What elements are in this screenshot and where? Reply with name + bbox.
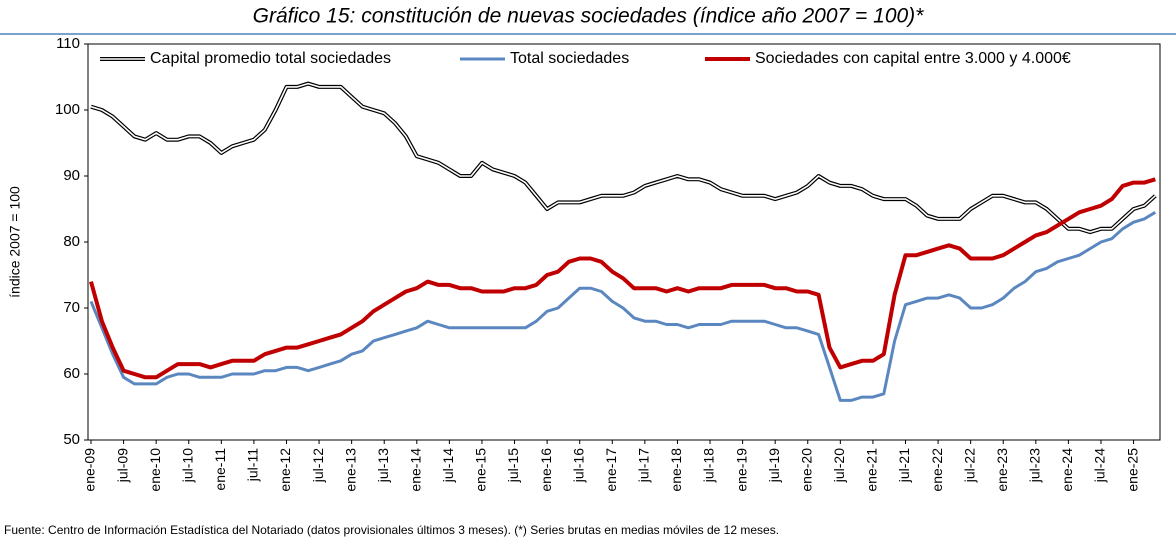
x-tick-label: jul-19 xyxy=(766,448,782,483)
x-tick-label: ene-11 xyxy=(212,448,228,491)
x-tick-label: jul-20 xyxy=(831,448,847,483)
plot-frame xyxy=(87,43,1161,441)
x-tick-label: jul-09 xyxy=(114,448,130,483)
x-tick-label: jul-21 xyxy=(896,448,912,483)
x-tick-label: ene-18 xyxy=(668,448,684,492)
x-tick-label: jul-11 xyxy=(245,448,261,482)
x-tick-label: ene-16 xyxy=(538,448,554,492)
x-tick-label: jul-17 xyxy=(636,448,652,483)
series-line xyxy=(90,81,1157,235)
series-line xyxy=(89,177,1156,380)
source-note: Fuente: Centro de Información Estadístic… xyxy=(4,523,779,537)
y-tick-label: 80 xyxy=(63,233,80,250)
x-tick-label: ene-20 xyxy=(798,448,814,492)
chart-title: Gráfico 15: constitución de nuevas socie… xyxy=(253,5,925,28)
x-tick-label: jul-14 xyxy=(440,448,456,483)
y-tick-label: 100 xyxy=(55,101,80,118)
x-tick-label: ene-10 xyxy=(147,448,163,492)
x-tick-label: jul-18 xyxy=(701,448,717,483)
x-tick-label: ene-24 xyxy=(1059,448,1075,492)
x-tick-label: ene-23 xyxy=(994,448,1010,492)
x-tick-label: jul-23 xyxy=(1027,448,1043,483)
x-tick-label: ene-19 xyxy=(733,448,749,492)
series-line-inner xyxy=(90,82,1156,233)
y-tick-label: 90 xyxy=(63,167,80,184)
y-tick-label: 50 xyxy=(63,431,80,448)
x-tick-label: jul-12 xyxy=(310,448,326,483)
x-tick-label: jul-24 xyxy=(1092,448,1108,483)
y-tick-label: 60 xyxy=(63,365,80,382)
y-tick-label: 110 xyxy=(56,35,80,52)
series-line xyxy=(89,211,1157,402)
x-tick-label: ene-17 xyxy=(603,448,619,492)
x-tick-label: ene-15 xyxy=(473,448,489,492)
x-tick-label: ene-14 xyxy=(408,448,424,492)
x-tick-label: jul-16 xyxy=(570,448,586,483)
x-tick-label: ene-12 xyxy=(277,448,293,492)
y-axis-label: índice 2007 = 100 xyxy=(7,186,23,298)
x-tick-label: jul-10 xyxy=(179,448,195,483)
y-tick-label: 70 xyxy=(63,299,80,316)
x-tick-label: ene-21 xyxy=(864,448,880,492)
x-tick-label: ene-09 xyxy=(82,448,98,492)
x-tick-label: ene-25 xyxy=(1124,448,1140,492)
x-tick-label: ene-13 xyxy=(342,448,358,492)
x-tick-label: jul-22 xyxy=(961,448,977,483)
x-tick-label: jul-15 xyxy=(505,448,521,483)
legend-label: Total sociedades xyxy=(510,50,629,67)
legend-label: Capital promedio total sociedades xyxy=(150,50,391,67)
x-tick-label: jul-13 xyxy=(375,448,391,483)
legend-label: Sociedades con capital entre 3.000 y 4.0… xyxy=(755,50,1071,67)
x-tick-label: ene-22 xyxy=(929,448,945,492)
